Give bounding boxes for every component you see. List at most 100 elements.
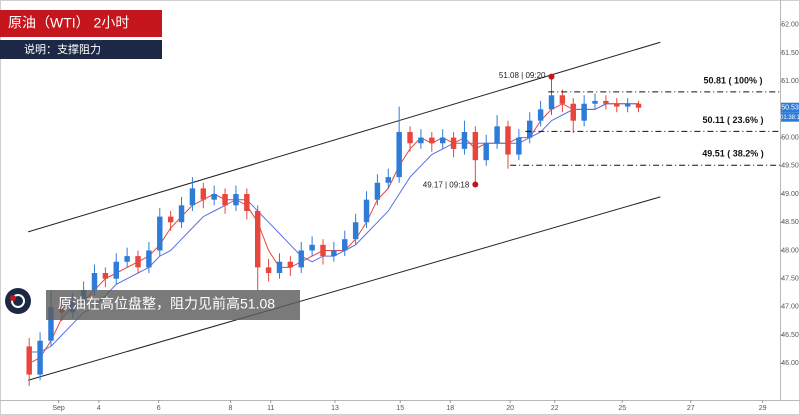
candle-body <box>157 216 163 251</box>
candle-body <box>483 143 489 161</box>
chart-subtitle: 说明：支撑阻力 <box>24 42 101 56</box>
candle-body <box>298 250 304 268</box>
y-tick-label: 47.50 <box>781 276 799 283</box>
x-tick-label: 20 <box>506 405 514 412</box>
x-tick-label: 25 <box>618 405 626 412</box>
candle-body <box>516 137 522 155</box>
x-tick-label: 11 <box>267 405 274 412</box>
last-price-box <box>781 102 799 113</box>
candle-body <box>244 194 250 211</box>
candle-body <box>537 109 544 121</box>
channel-line <box>27 196 661 381</box>
candle-body <box>429 137 435 144</box>
y-tick-label: 51.00 <box>781 78 799 85</box>
candle-body <box>418 137 424 144</box>
annotation-dot <box>548 73 555 80</box>
candle-body <box>635 103 642 108</box>
channel-line <box>27 41 661 233</box>
x-tick-label: 27 <box>687 405 695 412</box>
y-tick-label: 49.50 <box>781 163 799 170</box>
logo-ring <box>11 294 25 308</box>
x-tick-label: Sep <box>52 405 65 412</box>
y-tick-label: 52.00 <box>781 22 799 29</box>
candle-body <box>592 100 598 104</box>
candle-body <box>548 95 555 110</box>
last-price-label: 50.53 <box>781 105 799 112</box>
caption: 原油在高位盘整，阻力见前高51.08 <box>58 296 275 312</box>
y-tick-label: 46.50 <box>781 332 799 339</box>
annotation-dot <box>472 181 479 188</box>
candle-body <box>614 103 620 107</box>
candle-body <box>331 250 337 257</box>
x-tick-label: 6 <box>157 405 161 412</box>
candle-body <box>222 194 228 206</box>
chart-title: 原油（WTI） 2小时 <box>8 15 129 31</box>
candle-body <box>570 103 576 121</box>
countdown-box <box>781 112 799 122</box>
level-label: 50.81 ( 100% ) <box>703 75 762 85</box>
y-tick-label: 51.50 <box>781 50 799 57</box>
candle-body <box>200 188 207 200</box>
candle-body <box>254 210 261 268</box>
candle-body <box>287 261 294 268</box>
candle-body <box>211 194 217 200</box>
candle-body <box>450 137 457 149</box>
candle-body <box>91 273 98 290</box>
y-tick-label: 49.00 <box>781 191 799 198</box>
candle-body <box>309 244 315 251</box>
y-tick-label: 46.00 <box>781 360 799 367</box>
candle-body <box>439 137 446 144</box>
candle-body <box>385 177 391 183</box>
candle-body <box>374 182 381 200</box>
candle-body <box>135 256 141 268</box>
candle-body <box>559 95 566 104</box>
candle-body <box>233 194 239 206</box>
overlay: 原油（WTI） 2小时 说明：支撑阻力 原油在高位盘整，阻力见前高51.08 <box>0 10 300 320</box>
x-tick-label: 4 <box>97 405 101 412</box>
candle-body <box>624 103 631 107</box>
x-tick-label: 18 <box>446 405 454 412</box>
candle-body <box>396 131 402 178</box>
x-tick-label: 8 <box>229 405 233 412</box>
candle-body <box>320 244 326 257</box>
countdown: 01:38:1 <box>780 115 800 121</box>
x-tick-label: 22 <box>551 405 559 412</box>
candle-body <box>363 199 370 223</box>
caption-box <box>46 290 300 320</box>
candle-body <box>505 126 511 155</box>
y-tick-label: 50.00 <box>781 134 799 141</box>
candle-body <box>48 306 54 341</box>
candle-body <box>124 256 130 262</box>
candle-body <box>527 120 533 138</box>
level-label: 50.11 ( 23.6% ) <box>702 115 763 125</box>
level-label: 49.51 ( 38.2% ) <box>702 149 764 159</box>
candle-body <box>178 205 185 223</box>
candle-body <box>581 103 587 121</box>
candle-body <box>102 273 109 279</box>
x-tick-label: 29 <box>759 405 767 412</box>
candle-body <box>265 267 272 274</box>
subtitle-box <box>0 40 162 59</box>
candle-body <box>276 261 283 274</box>
logo-dot <box>10 295 16 301</box>
candle-body <box>472 131 479 161</box>
annotation-label: 49.17 | 09:18 <box>423 181 470 190</box>
y-tick-label: 48.50 <box>781 219 799 226</box>
y-tick-label: 48.00 <box>781 247 799 254</box>
title-box <box>0 10 162 37</box>
candle-body <box>407 131 413 144</box>
x-tick-label: 15 <box>396 405 404 412</box>
annotation-label: 51.08 | 09:20 <box>499 71 546 80</box>
candle-body <box>37 340 43 375</box>
candle-body <box>26 346 32 375</box>
candle-body <box>189 188 196 206</box>
candle-body <box>461 131 468 149</box>
candle-body <box>113 261 119 279</box>
y-tick-label: 47.00 <box>781 304 799 311</box>
candle-body <box>603 100 609 104</box>
logo <box>5 288 31 314</box>
candle-body <box>146 250 152 268</box>
candle-body <box>352 222 359 240</box>
